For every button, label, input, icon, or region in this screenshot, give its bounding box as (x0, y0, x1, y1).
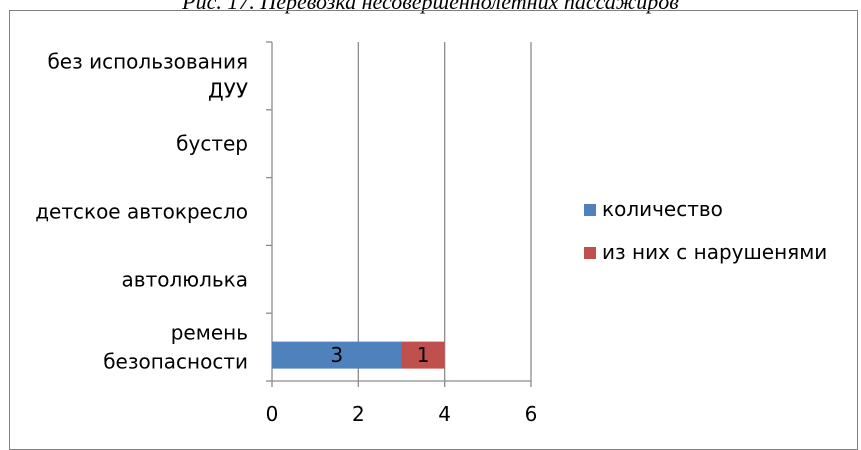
legend-swatch (584, 247, 596, 259)
x-tick-label: 6 (525, 402, 538, 426)
bar-количество (272, 341, 402, 369)
legend-label: из них с нарушенями (602, 240, 827, 264)
y-tick-label: ремень (171, 321, 248, 345)
y-tick-label: без использования (47, 49, 248, 73)
y-tick-label: автолюлька (122, 267, 248, 291)
data-label: 1 (417, 343, 430, 367)
legend-swatch (584, 204, 596, 216)
bar-из-них-с-нарушенями (401, 341, 445, 369)
y-tick-label: ДУУ (208, 78, 248, 102)
y-tick-label: бустер (176, 132, 248, 156)
x-tick-label: 4 (438, 402, 451, 426)
data-label: 3 (330, 343, 343, 367)
y-tick-label: детское автокресло (35, 200, 248, 224)
x-tick-label: 0 (266, 402, 279, 426)
legend-label: количество (602, 197, 723, 221)
y-tick-label: безопасности (103, 350, 248, 374)
bar-chart: 0 2 4 6 ремень безопасности 3 1 автолюлька детско… (35, 41, 827, 426)
x-tick-label: 2 (352, 402, 365, 426)
